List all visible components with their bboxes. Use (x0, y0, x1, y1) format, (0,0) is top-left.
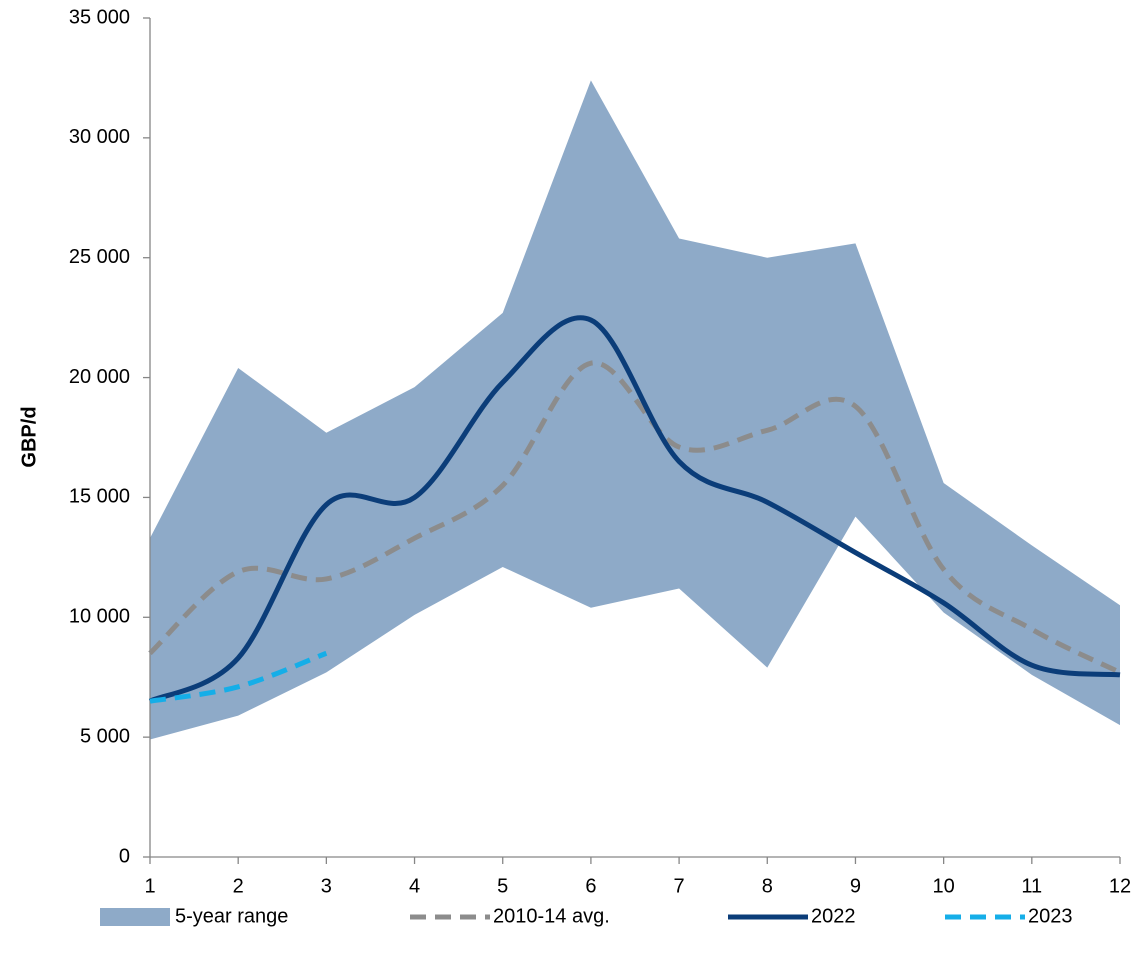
legend-label: 2022 (811, 905, 856, 927)
x-tick-label: 10 (933, 875, 955, 897)
y-tick-label: 10 000 (69, 606, 130, 628)
x-tick-label: 2 (233, 875, 244, 897)
x-tick-label: 3 (321, 875, 332, 897)
range-area (150, 80, 1120, 740)
y-tick-label: 0 (119, 845, 130, 867)
x-tick-label: 7 (674, 875, 685, 897)
x-tick-label: 8 (762, 875, 773, 897)
series-line (148, 315, 1121, 704)
y-tick-label: 20 000 (69, 366, 130, 388)
y-tick-label: 15 000 (69, 486, 130, 508)
y-axis-label: GBP/d (18, 406, 40, 467)
x-tick-label: 11 (1021, 875, 1042, 897)
x-tick-label: 5 (497, 875, 508, 897)
legend-label: 2023 (1028, 905, 1073, 927)
legend-label: 2010-14 avg. (493, 905, 610, 927)
x-tick-label: 9 (850, 875, 861, 897)
y-tick-label: 5 000 (80, 725, 130, 747)
y-tick-label: 30 000 (69, 126, 130, 148)
x-tick-label: 6 (585, 875, 596, 897)
x-tick-label: 1 (144, 875, 155, 897)
x-tick-label: 4 (409, 875, 420, 897)
y-tick-label: 35 000 (69, 6, 130, 28)
legend-swatch (100, 908, 170, 926)
series-line (148, 360, 1122, 675)
series-line (149, 650, 328, 704)
x-tick-label: 12 (1109, 875, 1131, 897)
legend-label: 5-year range (175, 905, 288, 927)
y-tick-label: 25 000 (69, 246, 130, 268)
